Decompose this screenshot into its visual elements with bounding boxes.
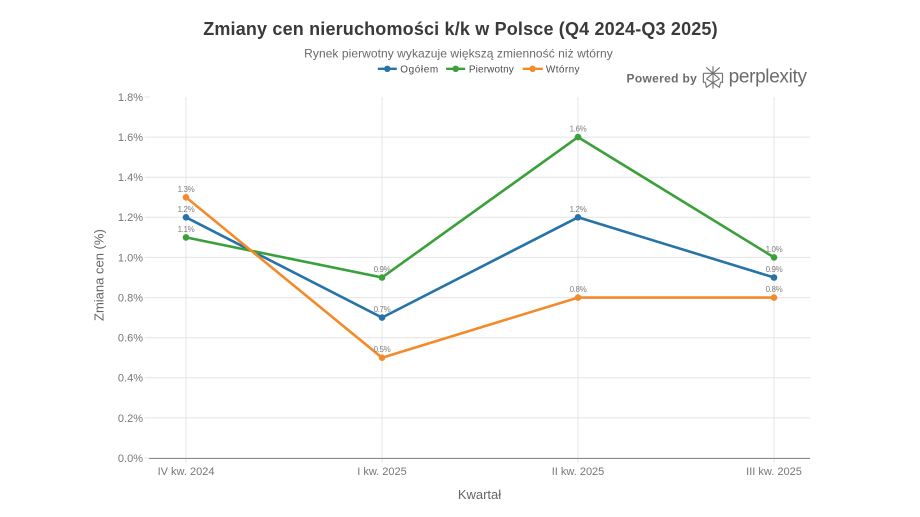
- svg-text:Zmiany cen nieruchomości k/k w: Zmiany cen nieruchomości k/k w Polsce (Q…: [203, 19, 718, 39]
- svg-text:0.9%: 0.9%: [374, 265, 391, 274]
- svg-text:0.8%: 0.8%: [766, 285, 783, 294]
- svg-text:1.2%: 1.2%: [178, 205, 195, 214]
- svg-text:1.4%: 1.4%: [118, 172, 143, 184]
- svg-text:0.8%: 0.8%: [570, 285, 587, 294]
- svg-text:Wtórny: Wtórny: [546, 64, 580, 75]
- svg-text:1.3%: 1.3%: [178, 185, 195, 194]
- svg-text:0.6%: 0.6%: [118, 333, 143, 345]
- svg-text:0.7%: 0.7%: [374, 305, 391, 314]
- svg-text:0.0%: 0.0%: [118, 453, 143, 465]
- svg-text:1.1%: 1.1%: [178, 225, 195, 234]
- svg-text:0.8%: 0.8%: [118, 293, 143, 305]
- svg-text:Rynek pierwotny wykazuje więks: Rynek pierwotny wykazuje większą zmienno…: [304, 47, 613, 61]
- svg-text:Kwartał: Kwartał: [458, 487, 501, 502]
- svg-text:IV kw. 2024: IV kw. 2024: [158, 466, 215, 478]
- svg-text:1.2%: 1.2%: [118, 212, 143, 224]
- svg-text:0.9%: 0.9%: [766, 265, 783, 274]
- svg-text:perplexity: perplexity: [729, 66, 808, 87]
- svg-text:1.2%: 1.2%: [570, 205, 587, 214]
- svg-text:1.6%: 1.6%: [118, 132, 143, 144]
- svg-text:Ogółem: Ogółem: [400, 64, 439, 75]
- svg-text:I kw. 2025: I kw. 2025: [357, 466, 407, 478]
- svg-text:1.0%: 1.0%: [766, 245, 783, 254]
- svg-text:Pierwotny: Pierwotny: [469, 64, 514, 75]
- svg-text:II kw. 2025: II kw. 2025: [552, 466, 605, 478]
- svg-text:III kw. 2025: III kw. 2025: [746, 466, 802, 478]
- svg-text:0.4%: 0.4%: [118, 373, 143, 385]
- svg-text:1.8%: 1.8%: [118, 92, 143, 104]
- svg-text:1.0%: 1.0%: [118, 252, 143, 264]
- svg-text:1.6%: 1.6%: [570, 125, 587, 134]
- svg-text:Powered by: Powered by: [627, 71, 698, 85]
- svg-text:Zmiana cen (%): Zmiana cen (%): [92, 229, 107, 321]
- svg-text:0.2%: 0.2%: [118, 413, 143, 425]
- svg-text:0.5%: 0.5%: [374, 345, 391, 354]
